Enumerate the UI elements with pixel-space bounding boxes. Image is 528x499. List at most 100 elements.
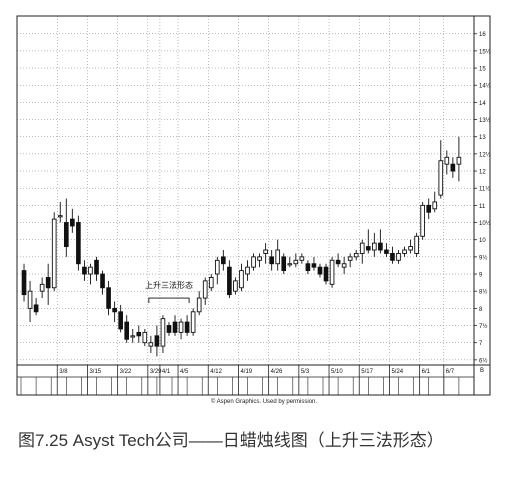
candle-body-up — [160, 318, 166, 347]
candle-body-up — [190, 311, 196, 333]
candle-body-up — [275, 249, 281, 265]
y-tick-label: 13½ — [479, 117, 491, 124]
x-tick-label: 4/19 — [240, 369, 252, 375]
candle-body-up — [347, 256, 353, 261]
y-tick-label: 10½ — [479, 220, 491, 227]
chart-area: 16 15½ 15 14½ 14 13½ 13 12½ 12 11½ 11 10½ 10 9½ 9 8½ 8 7½… — [16, 15, 491, 396]
candle-body-up — [432, 201, 438, 210]
candle-body-up — [245, 266, 250, 275]
candle-body-down — [281, 256, 287, 272]
x-tick-label: 3/8 — [59, 369, 68, 375]
candle-body-up — [202, 280, 208, 299]
candle-body-up — [444, 156, 450, 165]
candle-body-up — [359, 242, 365, 254]
candle-body-down — [166, 325, 172, 333]
candle-body-down — [317, 266, 323, 275]
axis-note: B — [480, 368, 484, 374]
y-tick-label: 12 — [479, 170, 486, 176]
candle-body-down — [118, 311, 123, 330]
candle-body-down — [426, 204, 432, 213]
candle-body-down — [384, 249, 389, 254]
candle-body-down — [184, 321, 190, 333]
x-tick-label: 6/7 — [446, 369, 455, 375]
candle-body-down — [305, 263, 311, 272]
candle-body-up — [39, 283, 45, 292]
candles — [21, 136, 462, 357]
y-tick-label: 13 — [479, 135, 486, 141]
x-tick-label: 5/10 — [331, 369, 343, 375]
candle-body-up — [148, 342, 154, 347]
candle-body-down — [94, 259, 99, 275]
candle-body-up — [414, 235, 419, 254]
candle-body-up — [208, 277, 214, 289]
y-tick-label: 9½ — [479, 254, 487, 261]
x-tick-label: 4/26 — [271, 369, 283, 375]
candle-body-down — [365, 246, 371, 251]
x-tick-label: 5/17 — [361, 369, 373, 375]
candle-body-down — [76, 222, 81, 265]
candle-body-down — [82, 266, 87, 275]
x-tick-label: 3/29 — [150, 369, 162, 375]
candle-body-up — [142, 331, 148, 344]
axes: 16 15½ 15 14½ 14 13½ 13 12½ 12 11½ 11 10½ 10 9½ 9 8½ 8 7½… — [16, 15, 491, 396]
y-tick-label: 14 — [479, 101, 486, 107]
candle-body-up — [353, 252, 359, 258]
candle-body-up — [299, 256, 305, 261]
pattern-label: 上升三法形态 — [145, 280, 193, 290]
y-tick-label: 16 — [479, 32, 486, 38]
candle-body-up — [88, 266, 93, 275]
candle-body-up — [287, 263, 293, 266]
candle-body-down — [124, 321, 130, 340]
candle-body-up — [329, 259, 335, 285]
y-tick-label: 14½ — [479, 83, 491, 90]
candle-body-up — [27, 290, 33, 309]
candle-body-up — [130, 335, 136, 338]
grid — [17, 16, 474, 365]
y-tick-label: 7 — [479, 341, 483, 347]
x-tick-label: 4/12 — [210, 369, 222, 375]
candle-body-up — [438, 160, 444, 196]
candle-body-down — [172, 321, 178, 333]
candle-body-down — [323, 266, 329, 282]
candle-body-down — [106, 287, 111, 309]
candle-body-up — [420, 204, 425, 237]
annotations: 上升三法形态 — [145, 280, 193, 304]
candle-body-up — [178, 321, 184, 333]
chart-frame — [16, 15, 491, 396]
candle-body-up — [456, 156, 462, 165]
x-tick-label: 4/5 — [180, 369, 189, 375]
candle-body-up — [396, 252, 401, 261]
y-tick-label: 11 — [479, 204, 486, 210]
candle-body-down — [221, 256, 226, 265]
x-tick-label: 3/15 — [89, 369, 101, 375]
candle-body-up — [263, 249, 268, 254]
x-tick-label: 5/3 — [301, 369, 310, 375]
chart-credit: © Aspen Graphics. Used by permission. — [210, 399, 318, 405]
y-tick-label: 15 — [479, 67, 486, 73]
candle-body-up — [233, 280, 238, 292]
candle-body-down — [70, 218, 75, 227]
y-tick-label: 10 — [479, 238, 486, 244]
candle-body-down — [390, 252, 395, 261]
candle-body-up — [57, 215, 63, 218]
y-tick-label: 8½ — [479, 289, 487, 296]
y-tick-label: 6½ — [479, 357, 487, 364]
candle-body-up — [372, 242, 377, 251]
candle-body-down — [45, 277, 51, 289]
candle-body-down — [450, 163, 456, 172]
candle-body-up — [196, 297, 202, 313]
figure-caption: 图7.25 Asyst Tech公司——日蜡烛线图（上升三法形态） — [18, 431, 444, 450]
candle-body-down — [100, 273, 105, 289]
candle-body-down — [33, 304, 39, 313]
candle-body-down — [269, 256, 274, 265]
y-tick-label: 9 — [479, 273, 483, 279]
x-tick-label: 5/24 — [391, 369, 403, 375]
y-tick-label: 11½ — [479, 186, 490, 193]
candle-body-down — [154, 335, 160, 347]
candle-body-up — [402, 249, 407, 254]
candle-body-up — [51, 218, 57, 289]
x-tick-label: 4/1 — [162, 369, 171, 375]
x-tick-label: 6/1 — [422, 369, 431, 375]
y-tick-label: 15½ — [479, 48, 491, 55]
candle-body-up — [251, 256, 256, 268]
